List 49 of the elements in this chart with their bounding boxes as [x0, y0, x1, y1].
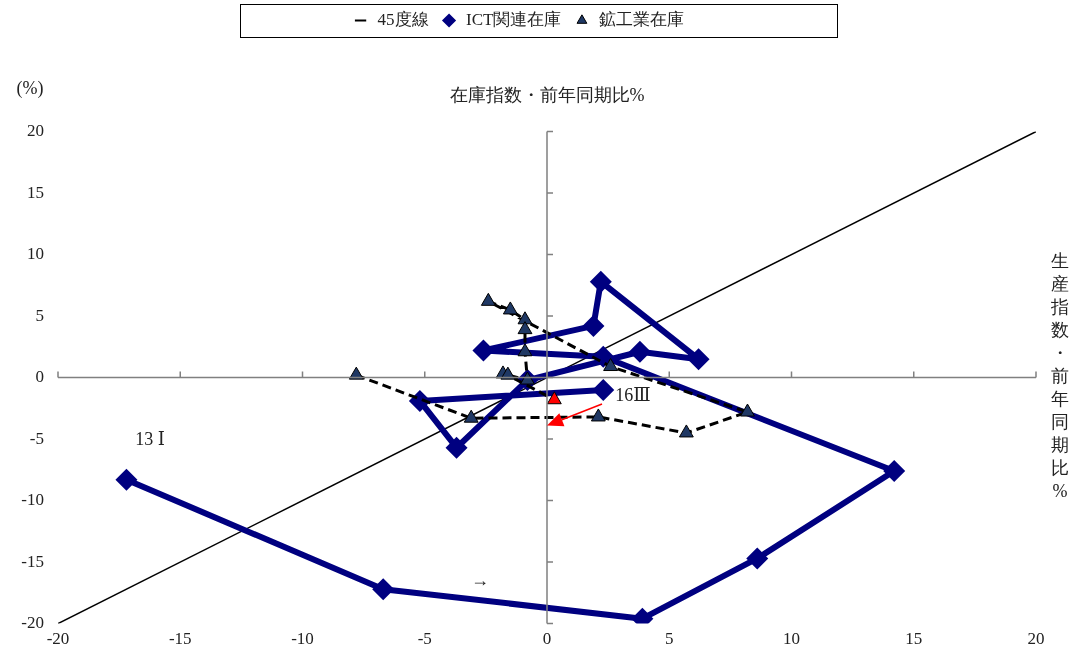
- text: (%): [16, 78, 44, 100]
- point: [628, 340, 651, 363]
- point: [746, 547, 769, 570]
- y-tick-label: 15: [27, 182, 44, 202]
- point: [592, 378, 615, 401]
- annotation: →: [471, 569, 489, 590]
- point: [590, 408, 606, 422]
- point: [463, 409, 479, 423]
- y-tick-label: 20: [27, 121, 44, 141]
- y-tick-label: -15: [21, 551, 44, 571]
- y-tick-label: 0: [35, 367, 44, 387]
- point: [678, 424, 694, 438]
- point: [348, 366, 364, 380]
- y-tick-label: 10: [27, 244, 44, 264]
- x-tick-label: 15: [905, 629, 923, 649]
- point: [500, 366, 516, 380]
- point: [687, 348, 710, 371]
- x-tick-label: -15: [168, 629, 192, 649]
- annotation: 13 Ⅰ: [135, 428, 165, 449]
- point: [372, 578, 395, 601]
- point: [517, 321, 533, 335]
- point: [883, 460, 906, 483]
- x-tick-label: -10: [291, 629, 314, 649]
- point: [115, 468, 138, 491]
- x-tick-label: 0: [542, 629, 552, 649]
- point: [589, 270, 612, 293]
- x-tick-label: 10: [783, 629, 800, 649]
- legend-label: 45度線: [377, 9, 429, 29]
- point: [582, 314, 605, 337]
- x-tick-label: -5: [417, 629, 432, 649]
- point: [740, 403, 755, 417]
- legend-label: ICT関連在庫: [466, 9, 562, 29]
- point: [517, 311, 533, 325]
- point: [502, 301, 518, 315]
- annotation: 16Ⅲ: [615, 384, 651, 405]
- point: [480, 292, 496, 306]
- legend-label: 鉱工業在庫: [598, 9, 684, 29]
- y-tick-label: 5: [35, 305, 44, 325]
- point: [546, 391, 562, 405]
- y-tick-label: -10: [21, 490, 44, 510]
- x-tick-label: 5: [665, 629, 674, 649]
- y-tick-label: -5: [29, 428, 44, 448]
- text: 生産指数・前年同期比%: [1051, 251, 1069, 502]
- y-tick-label: -20: [21, 613, 44, 633]
- point: [603, 358, 618, 372]
- point: [517, 343, 533, 357]
- x-axis-title: 在庫指数・前年同期比%: [449, 84, 645, 105]
- point: [445, 436, 468, 459]
- x-tick-label: 20: [1027, 629, 1045, 649]
